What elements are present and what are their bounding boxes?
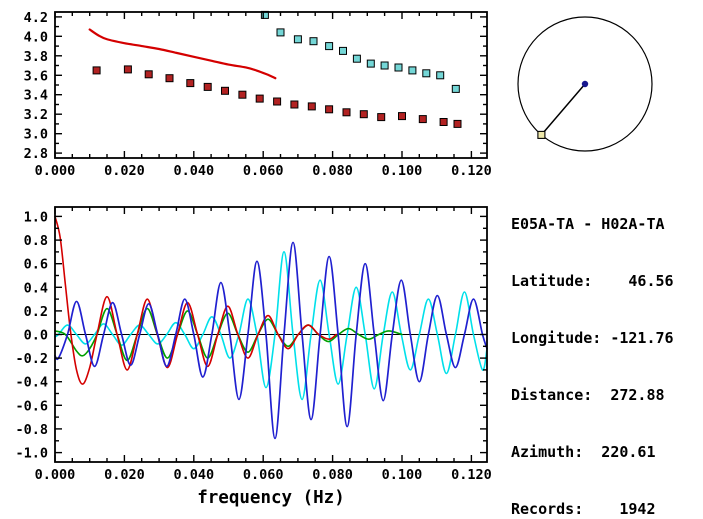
data-point-marker (123, 65, 132, 74)
y-tick-label: 0.2 (24, 304, 48, 320)
station-pair-title: E05A-TA - H02A-TA (511, 215, 665, 233)
data-point-marker (290, 100, 299, 109)
x-tick-label: 0.100 (382, 163, 423, 179)
data-point-marker (394, 63, 403, 72)
y-tick-label: -0.2 (15, 351, 48, 367)
y-tick-label: 2.8 (24, 146, 48, 162)
x-tick-label: 0.060 (243, 163, 284, 179)
data-point-marker (342, 108, 351, 117)
data-point-marker (398, 112, 406, 121)
x-tick-label: 0.120 (451, 467, 492, 483)
x-tick-label: 0.080 (312, 163, 353, 179)
x-axis-label: frequency (Hz) (197, 488, 345, 508)
data-point-marker (92, 66, 101, 75)
data-point-marker (422, 69, 431, 78)
data-point-marker (238, 90, 247, 99)
x-tick-label: 0.000 (35, 163, 76, 179)
y-tick-label: -0.4 (15, 375, 48, 391)
x-tick-label: 0.120 (451, 163, 492, 179)
data-point-marker (221, 86, 229, 95)
station-geometry-map (517, 16, 653, 152)
data-point-marker (309, 37, 318, 46)
y-tick-label: 0.4 (24, 280, 48, 296)
info-latitude: Latitude: 46.56 (511, 272, 674, 290)
y-tick-label: 0.8 (24, 233, 48, 249)
data-point-marker (293, 35, 302, 44)
data-point-marker (203, 82, 212, 91)
y-tick-label: 0.6 (24, 257, 48, 273)
y-tick-label: 4.0 (24, 29, 48, 45)
red-trace (54, 215, 337, 385)
y-tick-label: 3.0 (24, 127, 48, 143)
data-point-marker (255, 94, 264, 103)
waveform-panel-ticks (54, 207, 487, 462)
data-point-marker (276, 28, 285, 37)
info-records: Records: 1942 (511, 500, 656, 518)
model-dispersion-curve (88, 28, 277, 80)
dispersion-panel-frame (54, 11, 488, 159)
x-tick-label: 0.040 (173, 467, 214, 483)
data-point-marker (366, 59, 375, 68)
great-circle (517, 16, 653, 152)
data-point-marker (144, 70, 153, 79)
info-longitude: Longitude: -121.76 (511, 329, 674, 347)
x-tick-label: 0.080 (312, 467, 353, 483)
data-point-marker (352, 54, 361, 63)
data-point-marker (307, 102, 316, 111)
data-point-marker (453, 119, 462, 128)
data-point-marker (186, 79, 195, 88)
data-point-marker (165, 74, 174, 83)
x-tick-label: 0.060 (243, 467, 284, 483)
y-tick-label: 3.4 (24, 88, 48, 104)
data-point-marker (325, 105, 334, 114)
azimuth-line (540, 83, 586, 136)
y-tick-label: 3.6 (24, 68, 48, 84)
waveform-panel: 0.000 0.020 0.040 0.060 0.080 0.100 0.120 -1.0 -… (15, 206, 492, 508)
center-station-dot (581, 80, 589, 88)
x-tick-label: 0.000 (35, 467, 76, 483)
data-point-marker (273, 97, 282, 106)
y-tick-label: -0.6 (15, 398, 48, 414)
data-point-marker (408, 66, 417, 75)
cyan-square-picks (260, 10, 460, 93)
y-tick-label: 1.0 (24, 209, 48, 225)
data-point-marker (359, 110, 368, 119)
data-point-marker (380, 61, 389, 70)
dispersion-panel: 0.000 0.020 0.040 0.060 0.080 0.100 0.120 2.8 3.… (24, 10, 492, 179)
x-tick-label: 0.020 (104, 467, 145, 483)
endpoint-station-marker (537, 130, 546, 139)
data-point-marker (451, 84, 460, 93)
dispersion-panel-ticks (54, 12, 487, 158)
info-azimuth: Azimuth: 220.61 (511, 443, 656, 461)
blue-trace (54, 241, 488, 440)
green-trace (54, 307, 403, 362)
y-tick-label: 4.2 (24, 10, 48, 26)
y-tick-label: -1.0 (15, 446, 48, 462)
y-tick-label: 0.0 (24, 328, 48, 344)
y-tick-label: -0.8 (15, 422, 48, 438)
x-tick-label: 0.040 (173, 163, 214, 179)
info-distance: Distance: 272.88 (511, 386, 665, 404)
x-tick-label: 0.100 (382, 467, 423, 483)
data-point-marker (436, 71, 445, 80)
x-tick-label: 0.020 (104, 163, 145, 179)
dark-red-square-picks (92, 65, 462, 128)
data-point-marker (339, 46, 347, 55)
data-point-marker (325, 42, 334, 51)
y-tick-label: 3.2 (24, 107, 48, 123)
station-info-panel: E05A-TA - H02A-TA Latitude: 46.56 Longit… (511, 177, 674, 519)
y-tick-label: 3.8 (24, 49, 48, 65)
data-point-marker (439, 118, 448, 126)
data-point-marker (377, 113, 386, 122)
data-point-marker (418, 115, 427, 124)
